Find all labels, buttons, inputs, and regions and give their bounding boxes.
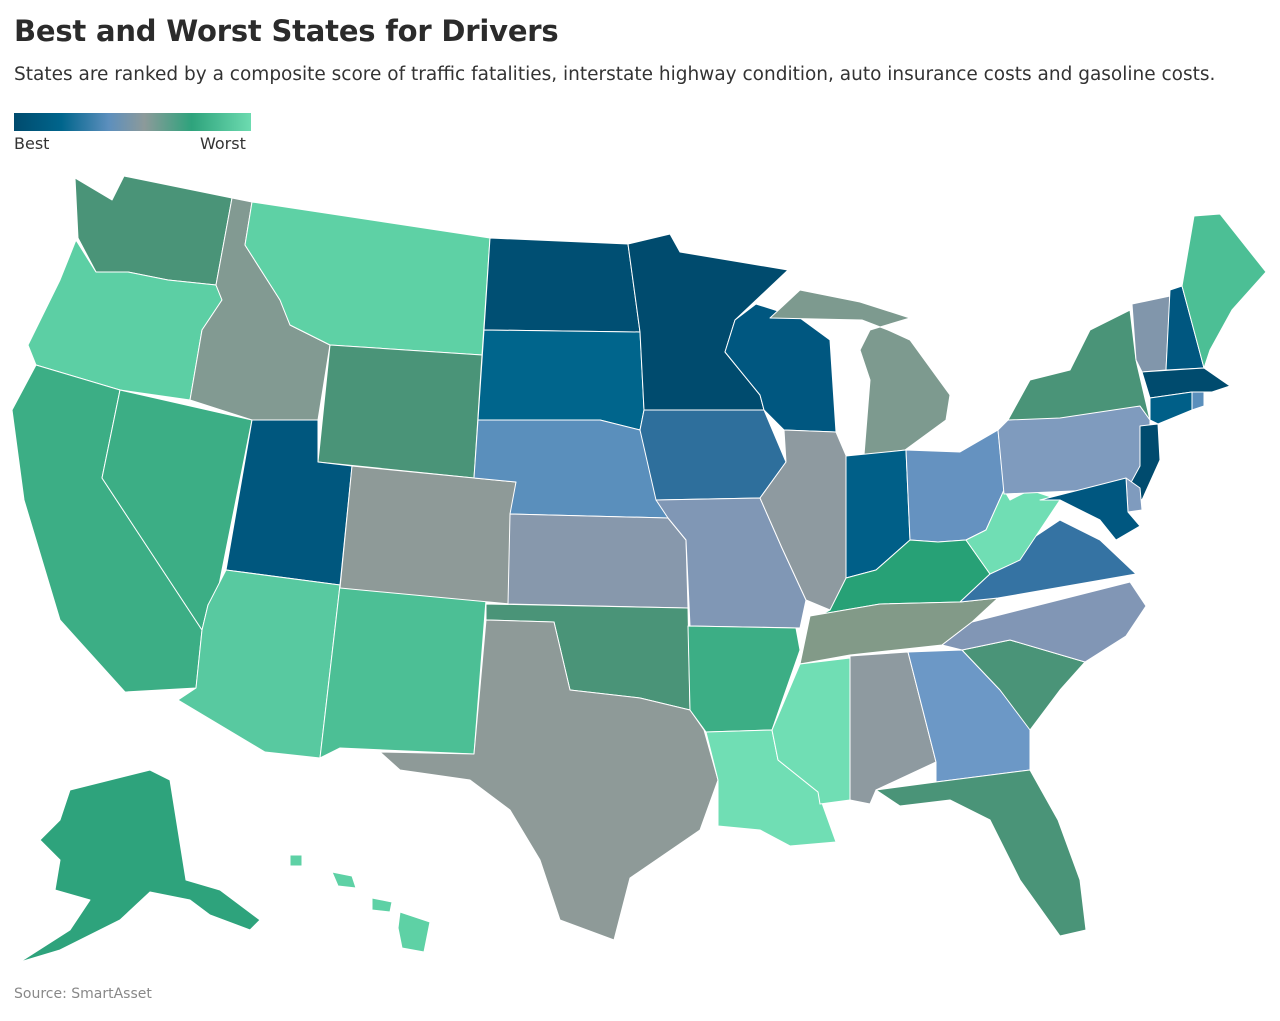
state-hi[interactable] xyxy=(289,854,431,953)
state-ny[interactable] xyxy=(1007,309,1151,421)
state-md[interactable] xyxy=(1039,477,1141,541)
legend-best-label: Best xyxy=(14,134,50,153)
state-wv[interactable] xyxy=(965,489,1061,575)
legend-color-ramp xyxy=(14,113,251,131)
state-co[interactable] xyxy=(339,465,517,605)
state-ks[interactable] xyxy=(507,513,689,609)
state-nm[interactable] xyxy=(319,584,487,759)
chart-subtitle: States are ranked by a composite score o… xyxy=(14,64,1216,85)
legend-worst-label: Worst xyxy=(200,134,246,153)
state-wy[interactable] xyxy=(317,344,483,479)
state-tx[interactable] xyxy=(379,619,719,941)
state-fl[interactable] xyxy=(875,769,1087,937)
chart-title: Best and Worst States for Drivers xyxy=(14,14,559,48)
source-note: Source: SmartAsset xyxy=(14,986,152,1002)
state-sd[interactable] xyxy=(477,329,645,431)
state-nc[interactable] xyxy=(941,581,1147,663)
state-ak[interactable] xyxy=(19,769,261,963)
state-ct[interactable] xyxy=(1149,391,1193,425)
state-nj[interactable] xyxy=(1127,423,1161,501)
state-ia[interactable] xyxy=(639,409,787,501)
state-vt[interactable] xyxy=(1131,295,1171,373)
state-il[interactable] xyxy=(759,429,853,611)
state-me[interactable] xyxy=(1181,213,1267,369)
state-nd[interactable] xyxy=(483,237,641,333)
state-wa[interactable] xyxy=(74,175,233,286)
state-ri[interactable] xyxy=(1191,391,1205,411)
